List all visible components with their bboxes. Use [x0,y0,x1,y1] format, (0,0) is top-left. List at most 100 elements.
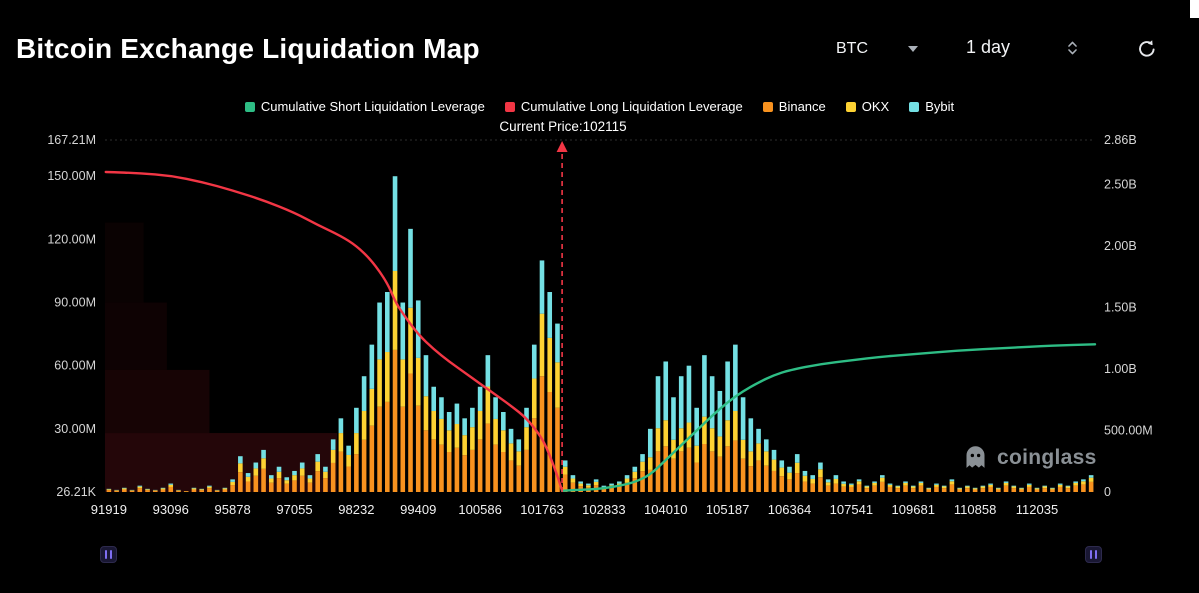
bar-segment [663,361,669,421]
symbol-select[interactable]: BTC [836,40,918,58]
bar-segment [941,486,947,489]
bar-segment [470,427,475,450]
bar-segment [354,454,359,492]
bar-segment [663,446,669,492]
bar-segment [400,302,406,360]
refresh-button[interactable] [1136,38,1158,60]
bar-segment [516,439,522,452]
bar-segment [562,466,568,475]
bar-segment [137,485,143,487]
bar-segment [547,392,553,492]
bar-segment [377,406,382,492]
bar-segment [268,482,274,492]
bar-segment [818,462,823,470]
bar-segment [524,449,529,492]
bar-segment [477,410,483,440]
bar-segment [207,486,212,489]
bar-segment [183,491,189,492]
bar-segment [1042,486,1048,489]
right-axis-label: 1.00B [1104,362,1137,376]
bar-segment [787,472,792,480]
bar-segment [926,489,932,492]
bars-group[interactable] [106,176,1094,492]
legend-swatch-okx [845,101,856,112]
bar-segment [717,456,723,492]
x-axis-label: 110858 [954,502,996,517]
bar-segment [446,452,452,492]
bar-segment [934,486,939,492]
bar-segment [106,490,112,492]
bar-segment [276,478,282,492]
interval-select[interactable]: 1 day [966,37,1078,58]
legend-item-okx[interactable]: OKX [845,99,889,114]
bar-segment [825,485,831,492]
legend-item-binance[interactable]: Binance [762,99,826,114]
bar-segment [756,460,761,492]
bar-segment [493,418,498,445]
bar-segment [957,488,962,490]
bar-segment [709,376,715,429]
bar-segment [501,430,506,453]
current-price-label: Current Price:102115 [499,119,627,134]
legend-item-bybit[interactable]: Bybit [909,99,954,114]
bar-segment [531,418,537,492]
right-axis-label: 2.00B [1104,239,1137,253]
bar-segment [408,228,413,308]
bar-segment [647,428,653,458]
bar-segment [485,386,491,424]
bar-segment [640,471,645,492]
bar-segment [245,473,251,477]
bar-segment [980,486,986,489]
bar-segment [903,482,908,486]
x-axis-label: 104010 [644,502,687,517]
bar-segment [694,462,699,492]
bar-segment [934,484,939,487]
range-handle-right[interactable] [1085,546,1102,563]
bar-segment [632,471,638,479]
bar-segment [330,462,336,492]
bar-segment [501,412,506,431]
bar-segment [996,487,1001,489]
bar-segment [323,471,328,479]
bar-segment [562,460,568,467]
bar-segment [694,445,699,463]
bar-segment [477,439,483,492]
cumulative-long-line [104,170,564,492]
bar-segment [609,487,614,492]
bar-segment [253,468,259,476]
bar-segment [199,489,204,491]
legend-item-short-leverage[interactable]: Cumulative Short Liquidation Leverage [244,99,485,114]
bar-segment [1065,486,1071,489]
bar-segment [833,478,839,484]
bar-segment [856,484,862,492]
bar-segment [841,486,846,492]
bar-segment [779,460,785,468]
bar-segment [702,444,707,492]
bar-segment [818,477,823,492]
bar-segment [261,449,266,459]
bar-segment [1011,485,1017,487]
bar-segment [292,470,297,476]
bar-segment [593,479,599,482]
bar-segment [1088,475,1094,478]
bar-segment [299,475,305,492]
bar-segment [555,407,560,492]
bar-segment [446,430,452,453]
bar-segment [238,463,243,473]
bar-segment [632,466,638,472]
bar-segment [601,485,607,487]
chevron-down-icon [908,46,918,52]
legend-swatch-short [244,101,255,112]
bar-segment [570,475,576,479]
bar-segment [114,490,119,491]
legend-item-long-leverage[interactable]: Cumulative Long Liquidation Leverage [504,99,743,114]
bar-segment [988,486,993,492]
bar-segment [593,481,599,486]
bar-segment [678,376,684,429]
range-handle-left[interactable] [100,546,117,563]
bar-segment [965,488,970,492]
bar-segment [1026,484,1032,487]
bar-segment [415,300,421,358]
bar-segment [1034,487,1040,489]
